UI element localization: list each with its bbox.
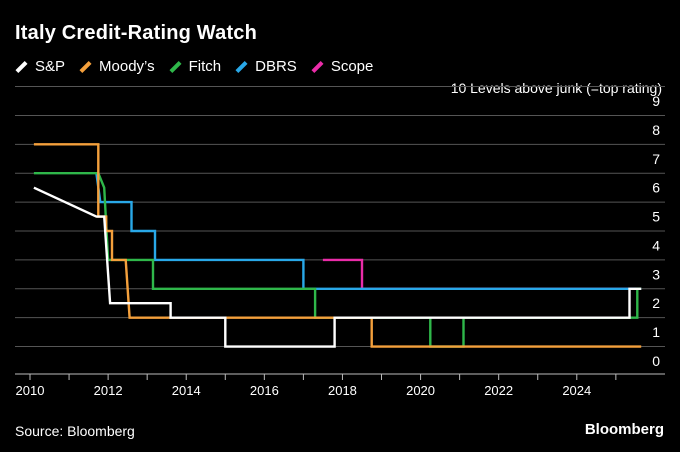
legend-label: S&P <box>35 58 66 75</box>
y-tick-label: 9 <box>652 93 660 109</box>
x-tick-label: 2012 <box>94 383 123 398</box>
source-note: Source: Bloomberg <box>15 423 135 439</box>
legend-item-dbrs: DBRS <box>235 58 297 75</box>
legend-label: Scope <box>330 58 374 75</box>
legend-label: Moody’s <box>99 58 155 75</box>
x-tick-label: 2018 <box>328 383 357 398</box>
y-tick-label: 4 <box>652 237 660 253</box>
series-line-scope <box>322 258 642 290</box>
legend-item-scope: Scope <box>311 58 374 75</box>
legend-item-fitch: Fitch <box>169 58 222 75</box>
y-tick-label: 7 <box>652 151 660 167</box>
legend-item-moodys: Moody’s <box>79 58 155 75</box>
series-line-dbrs <box>95 173 642 290</box>
legend-label: DBRS <box>255 58 297 75</box>
x-tick-label: 2014 <box>172 383 201 398</box>
y-tick-label: 3 <box>652 266 660 282</box>
x-tick-label: 2016 <box>250 383 279 398</box>
chart-title: Italy Credit-Rating Watch <box>15 22 258 44</box>
x-tick-label: 2024 <box>562 383 591 398</box>
brand-logo: Bloomberg <box>584 421 664 438</box>
y-tick-label: 1 <box>652 324 660 340</box>
y-tick-label: 8 <box>652 122 660 138</box>
legend-item-sp: S&P <box>15 58 65 75</box>
y-tick-label: 5 <box>652 209 660 225</box>
y-tick-label: 0 <box>652 353 660 369</box>
series-line-moodys <box>33 143 642 348</box>
legend: S&P Moody’s Fitch DBRS Scope <box>15 58 373 75</box>
legend-label: Fitch <box>188 58 222 75</box>
y-axis-label: 10 Levels above junk (=top rating) <box>450 80 662 96</box>
x-tick-label: 2010 <box>16 383 45 398</box>
x-tick-label: 2022 <box>484 383 513 398</box>
y-tick-label: 6 <box>652 180 660 196</box>
series-line-sp <box>33 186 642 348</box>
x-tick-label: 2020 <box>406 383 435 398</box>
y-tick-label: 2 <box>652 295 660 311</box>
